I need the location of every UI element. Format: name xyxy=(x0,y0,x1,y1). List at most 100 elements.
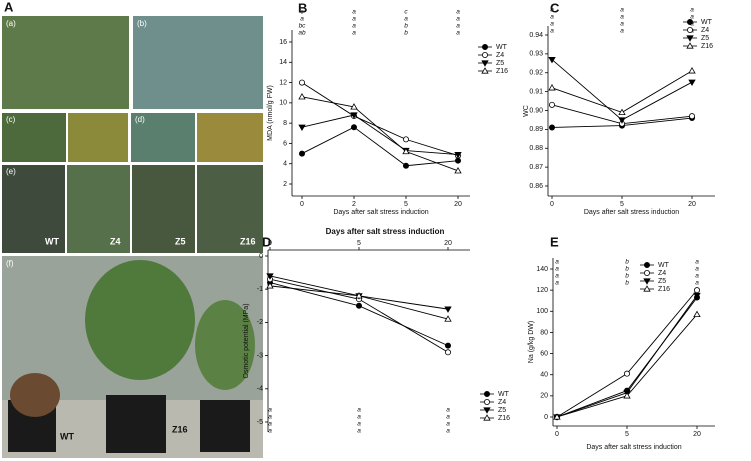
marker xyxy=(644,269,651,276)
marker xyxy=(350,112,358,119)
line xyxy=(269,285,449,320)
significance-letter: b xyxy=(404,23,408,30)
significance-letter: bc xyxy=(299,23,307,30)
legend-label: WT xyxy=(498,391,510,398)
marker xyxy=(266,273,274,280)
significance-letter: a xyxy=(404,16,408,23)
significance-letter: a xyxy=(456,30,460,37)
significance-letter: a xyxy=(690,21,694,28)
marker xyxy=(618,108,626,115)
marker xyxy=(454,151,462,159)
significance-letter: a xyxy=(456,16,460,23)
y-tick-label: 0.90 xyxy=(529,107,543,114)
marker xyxy=(402,136,409,143)
marker xyxy=(454,167,462,174)
photo-label: (b) xyxy=(137,19,147,28)
photo-panel: A (a) (b) (c) (d) (e) (f) WT Z4 Z5 Z16 W… xyxy=(2,0,263,458)
y-tick-label: 16 xyxy=(279,39,287,46)
photo-label: Z5 xyxy=(175,236,186,246)
significance-letter: a xyxy=(446,428,450,435)
y-tick-label: 0.91 xyxy=(529,88,543,95)
x-tick-label: 20 xyxy=(693,431,701,438)
marker xyxy=(618,117,626,124)
marker xyxy=(624,370,631,377)
significance-letter: a xyxy=(695,273,699,280)
y-tick-label: 4 xyxy=(283,161,287,168)
significance-letter: c xyxy=(404,9,408,16)
photo xyxy=(200,400,250,452)
significance-letter: a xyxy=(352,30,356,37)
x-tick-label: 5 xyxy=(620,201,624,208)
x-tick-label: 0 xyxy=(268,240,272,247)
y-tick-label: 6 xyxy=(283,140,287,147)
legend-label: Z5 xyxy=(498,407,506,414)
photo xyxy=(133,16,263,109)
y-tick-label: 2 xyxy=(283,181,287,188)
significance-letter: a xyxy=(268,428,272,435)
marker xyxy=(548,56,556,64)
marker xyxy=(689,113,696,120)
y-tick-label: -5 xyxy=(257,419,263,426)
legend-label: Z5 xyxy=(658,278,666,285)
marker xyxy=(483,398,490,405)
significance-letter: a xyxy=(446,421,450,428)
photo-label: (f) xyxy=(6,259,14,268)
y-tick-label: 20 xyxy=(540,393,548,400)
marker xyxy=(553,413,561,420)
marker xyxy=(444,349,451,356)
line xyxy=(301,82,459,157)
significance-letter: a xyxy=(690,14,694,21)
legend-label: Z16 xyxy=(498,415,510,422)
photo xyxy=(10,373,60,417)
marker xyxy=(355,292,363,299)
y-tick-label: 0.93 xyxy=(529,51,543,58)
x-tick-label: 5 xyxy=(404,201,408,208)
x-axis-label: Days after salt stress induction xyxy=(584,209,679,216)
significance-letter: a xyxy=(555,280,559,287)
x-tick-label: 5 xyxy=(357,240,361,247)
marker xyxy=(483,390,490,397)
y-tick-label: 0.87 xyxy=(529,164,543,171)
marker xyxy=(298,150,305,157)
x-tick-label: 20 xyxy=(454,201,462,208)
photo-label: WT xyxy=(45,236,59,246)
line xyxy=(301,114,459,156)
y-tick-label: 12 xyxy=(279,79,287,86)
panel-label: E xyxy=(550,234,559,249)
y-tick-label: 0.86 xyxy=(529,183,543,190)
y-tick-label: -4 xyxy=(257,386,263,393)
photo-label: (c) xyxy=(6,115,16,124)
marker xyxy=(688,67,696,74)
line xyxy=(269,278,449,353)
significance-letter: b xyxy=(625,259,629,266)
significance-letter: a xyxy=(352,16,356,23)
significance-letter: a xyxy=(300,16,304,23)
significance-letter: a xyxy=(550,7,554,14)
marker xyxy=(481,44,488,51)
y-axis-label: Osmotic potential (MPa) xyxy=(243,303,250,378)
panel-label: B xyxy=(298,0,307,15)
significance-letter: a xyxy=(268,421,272,428)
significance-letter: a xyxy=(620,7,624,14)
photo xyxy=(131,113,195,162)
legend-label: Z4 xyxy=(498,399,506,406)
significance-letter: a xyxy=(352,23,356,30)
legend-label: Z4 xyxy=(496,52,504,59)
panel-label: D xyxy=(262,234,271,249)
marker xyxy=(644,261,651,268)
significance-letter: a xyxy=(620,28,624,35)
x-tick-label: 0 xyxy=(550,201,554,208)
y-tick-label: 0.89 xyxy=(529,126,543,133)
photo-label: WT xyxy=(60,431,74,441)
significance-letter: a xyxy=(620,21,624,28)
marker xyxy=(481,60,489,67)
y-tick-label: -2 xyxy=(257,319,263,326)
marker xyxy=(350,124,357,131)
x-axis-label: Days after salt stress induction xyxy=(333,209,428,216)
significance-letter: a xyxy=(357,428,361,435)
x-tick-label: 20 xyxy=(444,240,452,247)
y-tick-label: 0.94 xyxy=(529,32,543,39)
significance-letter: a xyxy=(555,266,559,273)
x-tick-label: 20 xyxy=(688,201,696,208)
legend-label: Z5 xyxy=(496,60,504,67)
